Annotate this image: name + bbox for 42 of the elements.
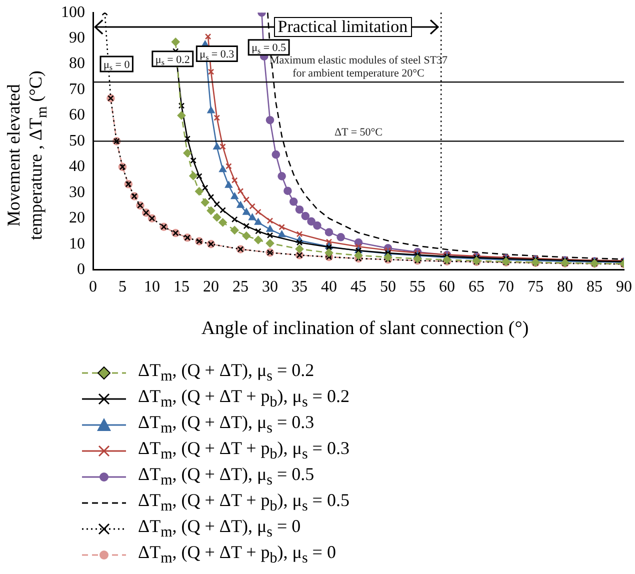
y-tick-label: 100 bbox=[61, 4, 85, 21]
ref-line-label: ΔT = 50°C bbox=[334, 126, 383, 139]
y-tick-label: 70 bbox=[69, 80, 85, 98]
x-tick-label: 50 bbox=[380, 278, 396, 296]
y-tick-label: 20 bbox=[69, 210, 85, 227]
y-tick-label: 0 bbox=[77, 261, 85, 278]
x-tick-label: 80 bbox=[557, 278, 573, 296]
legend-label: ΔT$_{m}$, (Q + ΔT), μ$_{s}$ = 0 bbox=[138, 516, 301, 542]
legend-label: ΔT$_{m}$, (Q + ΔT + p$_{b}$), μ$_{s}$ = 0.3 bbox=[138, 438, 350, 464]
x-tick-label: 65 bbox=[468, 278, 484, 296]
x-tick-label: 30 bbox=[262, 278, 278, 296]
x-tick-label: 90 bbox=[616, 278, 632, 296]
x-tick-label: 35 bbox=[292, 278, 308, 296]
x-tick-label: 75 bbox=[528, 278, 544, 296]
x-tick-label: 25 bbox=[232, 278, 248, 296]
x-tick-label: 60 bbox=[439, 278, 455, 296]
x-axis-title: Angle of inclination of slant connection (°) bbox=[200, 318, 530, 340]
ref-line-label: Maximum elastic modules of steel ST37 for ambient temperature 20°C bbox=[269, 54, 448, 80]
y-tick-label: 40 bbox=[69, 158, 85, 176]
y-tick-label: 90 bbox=[69, 30, 85, 47]
y-tick-label: 80 bbox=[69, 55, 85, 72]
x-tick-label: 15 bbox=[174, 278, 190, 296]
annotation: Practical limitation bbox=[274, 16, 412, 37]
x-tick-label: 0 bbox=[89, 278, 97, 296]
legend-label: ΔT$_{m}$, (Q + ΔT + p$_{b}$), μ$_{s}$ = 0.2 bbox=[138, 386, 350, 412]
x-tick-label: 55 bbox=[410, 278, 426, 296]
x-tick-label: 40 bbox=[321, 278, 337, 296]
y-tick-label: 30 bbox=[69, 184, 85, 201]
x-tick-label: 45 bbox=[350, 278, 366, 296]
y-tick-label: 10 bbox=[69, 235, 85, 252]
legend-label: ΔT$_{m}$, (Q + ΔT + p$_{b}$), μ$_{s}$ = 0.5 bbox=[138, 490, 350, 516]
legend-label: ΔT$_{m}$, (Q + ΔT), μ$_{s}$ = 0.5 bbox=[138, 464, 314, 490]
x-tick-label: 85 bbox=[586, 278, 602, 296]
x-tick-label: 70 bbox=[498, 278, 514, 296]
y-tick-label: 50 bbox=[69, 132, 85, 150]
y-tick-label: 60 bbox=[69, 106, 85, 124]
x-tick-label: 5 bbox=[118, 278, 126, 296]
x-tick-label: 10 bbox=[144, 278, 160, 296]
x-tick-label: 20 bbox=[203, 278, 219, 296]
legend-label: ΔT$_{m}$, (Q + ΔT), μ$_{s}$ = 0.2 bbox=[138, 360, 314, 386]
legend-label: ΔT$_{m}$, (Q + ΔT + p$_{b}$), μ$_{s}$ = 0 bbox=[138, 542, 336, 568]
legend-label: ΔT$_{m}$, (Q + ΔT), μ$_{s}$ = 0.3 bbox=[138, 412, 314, 438]
